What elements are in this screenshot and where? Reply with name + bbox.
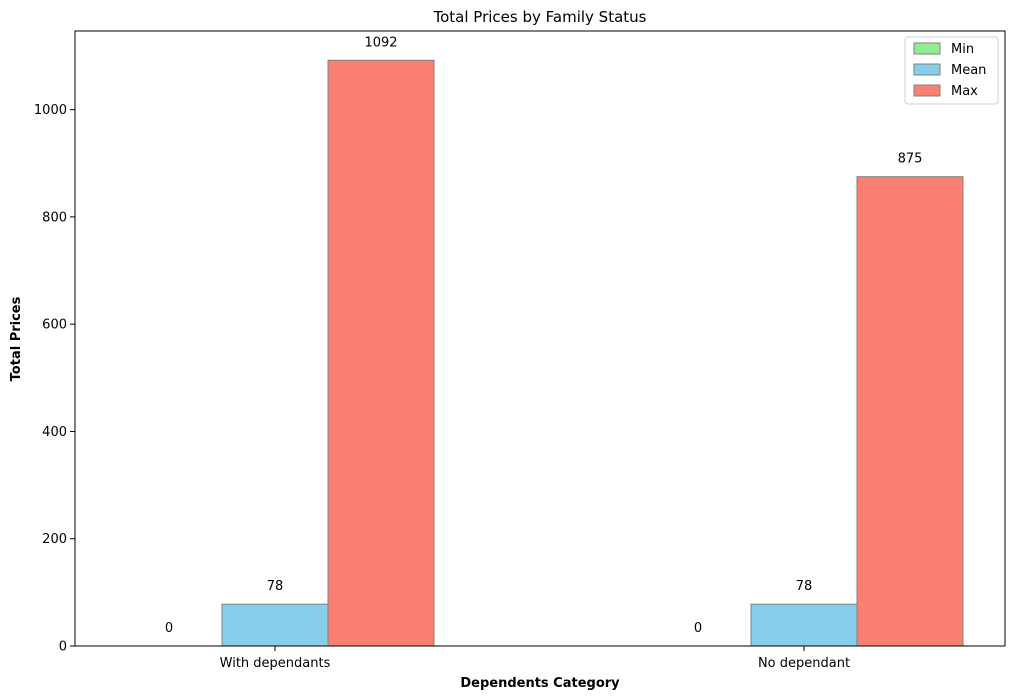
chart-title: Total Prices by Family Status — [433, 8, 647, 26]
x-axis: With dependants No dependant — [220, 646, 850, 671]
plot-frame — [74, 30, 1006, 647]
y-tick-label: 600 — [42, 318, 67, 333]
bar-max-0 — [327, 59, 435, 647]
value-label-max-0: 1092 — [364, 35, 397, 50]
legend-label-mean: Mean — [951, 63, 986, 78]
x-axis-label: Dependents Category — [460, 676, 620, 691]
legend-swatch-min — [913, 42, 941, 55]
y-axis-label: Total Prices — [9, 296, 24, 381]
y-tick-label: 400 — [42, 425, 67, 440]
legend-swatch-mean — [913, 63, 941, 76]
y-tick-label: 1000 — [34, 103, 67, 118]
bars-layer — [116, 59, 964, 647]
value-labels-layer: 0 0 78 78 1092 875 — [165, 35, 923, 636]
value-label-mean-1: 78 — [796, 579, 813, 594]
y-tick-label: 0 — [59, 640, 67, 655]
x-tick-label: No dependant — [758, 656, 850, 671]
y-tick-label: 200 — [42, 532, 67, 547]
value-label-mean-0: 78 — [267, 579, 284, 594]
bar-mean-0 — [221, 603, 329, 647]
legend-swatch-max — [913, 84, 941, 97]
y-axis: 0 200 400 600 800 1000 — [34, 103, 75, 655]
y-tick-label: 800 — [42, 210, 67, 225]
legend: Min Mean Max — [904, 36, 999, 105]
value-label-max-1: 875 — [898, 152, 923, 167]
legend-label-min: Min — [951, 42, 974, 57]
bar-mean-1 — [750, 603, 858, 647]
x-tick-label: With dependants — [220, 656, 331, 671]
value-label-min-1: 0 — [694, 621, 702, 636]
bar-max-1 — [856, 176, 964, 647]
legend-label-max: Max — [951, 84, 978, 99]
value-label-min-0: 0 — [165, 621, 173, 636]
